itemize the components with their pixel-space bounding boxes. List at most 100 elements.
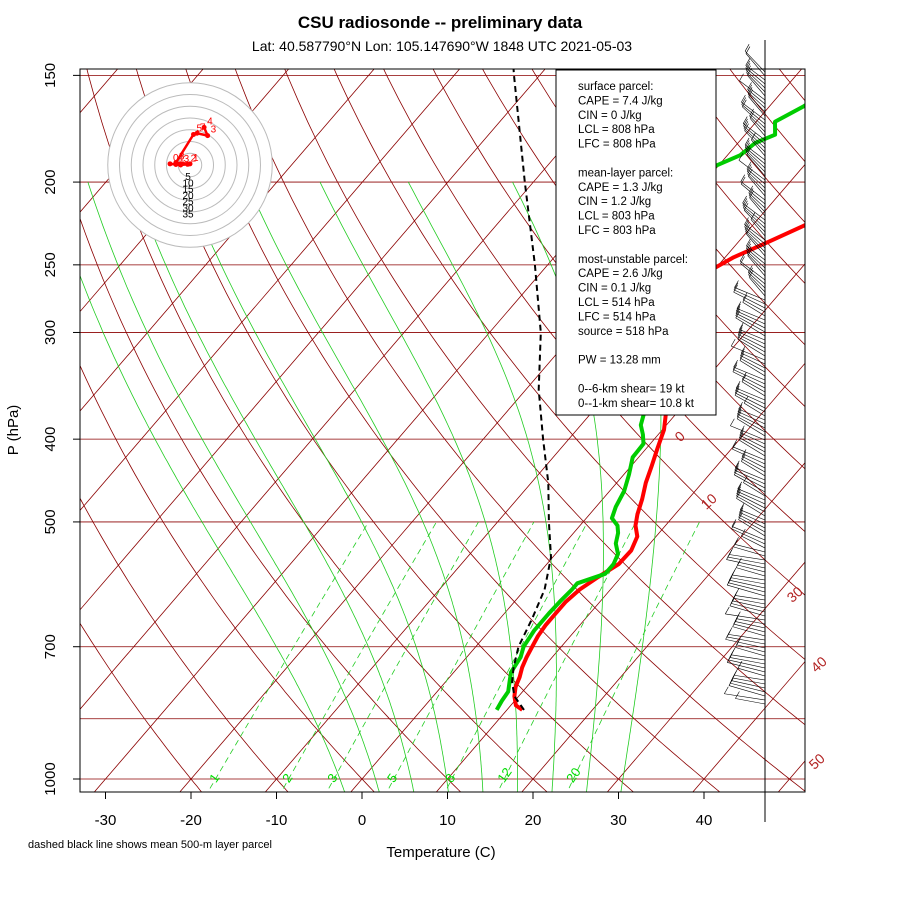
wind-barb [737,411,766,425]
wind-barb [727,556,766,565]
moist-adiabat [407,181,557,792]
wind-barb [730,603,766,613]
wind-barb [744,226,766,245]
hodograph-ring [119,94,261,236]
hodograph-ring [130,105,250,225]
hodograph-point-label: 4 [207,116,213,127]
hodograph-point [187,161,193,167]
wind-barb [747,94,766,113]
hodograph-point-label: 0 [173,153,179,164]
wind-barb [735,647,766,657]
wind-barb [730,577,766,585]
moist-adiabat [246,181,484,792]
wind-barb-feather [744,219,749,228]
wind-barb-feather [738,432,744,441]
wind-barb-feather [736,303,741,312]
wind-barb-feather [726,577,732,586]
wind-barb [747,91,766,109]
info-box-line: LFC = 803 hPa [578,225,656,237]
wind-barb-feather [743,395,749,404]
wind-barb-feather [734,385,740,394]
dry-adiabat [383,69,805,596]
wind-barb-feather [741,449,747,457]
wind-barb [746,154,766,177]
wind-barb-feather [743,202,749,211]
wind-barb [728,685,766,697]
wind-barb-feather [730,418,735,426]
dry-adiabat [234,69,805,792]
wind-barb [731,680,766,689]
wind-barb [734,472,766,489]
wind-barb [737,488,766,501]
wind-barb-feather [741,451,746,460]
wind-barb-feather [742,195,747,204]
wind-barb-feather [748,270,754,278]
wind-barb [743,128,766,149]
wind-barb-feather [742,99,747,107]
wind-barb [738,334,766,349]
wind-barb [749,197,766,217]
isotherm-line [0,0,87,797]
wind-barb-feather [741,528,746,537]
y-tick-label: 500 [42,509,59,534]
wind-barb-feather [747,248,753,256]
wind-barb [732,626,766,637]
dry-adiabat [80,217,462,792]
wind-barb [741,535,766,549]
wind-barb-feather [747,67,752,76]
wind-barb-feather [730,338,736,347]
wind-barb [741,101,766,121]
wind-barb [725,613,766,621]
wind-barb [746,72,766,93]
wind-barb-feather [737,661,743,669]
wind-barb-feather [739,505,744,513]
isotherm-label: 0 [671,428,688,445]
wind-barb-feather [738,153,744,161]
wind-barb-feather [728,678,734,686]
wind-barb-feather [739,502,745,510]
wind-barb-feather [725,606,730,615]
info-box-line: 0--6-km shear= 19 kt [578,383,685,395]
wind-barb-feather [732,364,738,372]
wind-barb [743,402,766,417]
wind-barb-feather [744,44,750,52]
wind-barb-feather [736,484,742,492]
isotherm-label: 40 [808,653,830,675]
wind-barb [728,659,766,669]
x-tick-label: -10 [266,812,288,829]
mixing-ratio-line [444,521,588,792]
info-box-line: CAPE = 2.6 J/kg [578,268,663,280]
hodograph-point-label: 3 [184,154,190,165]
isotherm-line [80,69,546,611]
mixing-ratio-line [566,521,700,792]
x-axis-label: Temperature (C) [386,844,495,861]
wind-barb [735,392,766,409]
wind-barb-feather [746,246,752,254]
wind-barb [745,152,766,173]
hodograph-point-label: 8 [179,152,185,163]
wind-barb-feather [745,46,751,54]
wind-barb-feather [739,254,745,262]
wind-barb [729,682,766,693]
wind-barb [733,366,766,381]
wind-barb-feather [746,164,752,172]
wind-barb [734,595,766,601]
wind-barb [750,219,766,237]
wind-barb-feather [750,212,756,220]
info-box-line: 0--1-km shear= 10.8 kt [578,398,695,410]
wind-barb [734,469,766,485]
wind-barb [740,181,766,201]
wind-barb [740,509,766,521]
wind-barb-feather [743,475,748,483]
moist-adiabat [80,274,346,792]
wind-barb [733,291,766,309]
wind-barb-feather [746,226,751,235]
y-tick-label: 300 [42,320,59,345]
wind-barb [740,355,766,369]
wind-barb-feather [736,301,742,309]
wind-barb [748,192,766,209]
wind-barb-feather [733,539,738,548]
wind-barb [747,173,766,193]
wind-barb [744,144,766,161]
